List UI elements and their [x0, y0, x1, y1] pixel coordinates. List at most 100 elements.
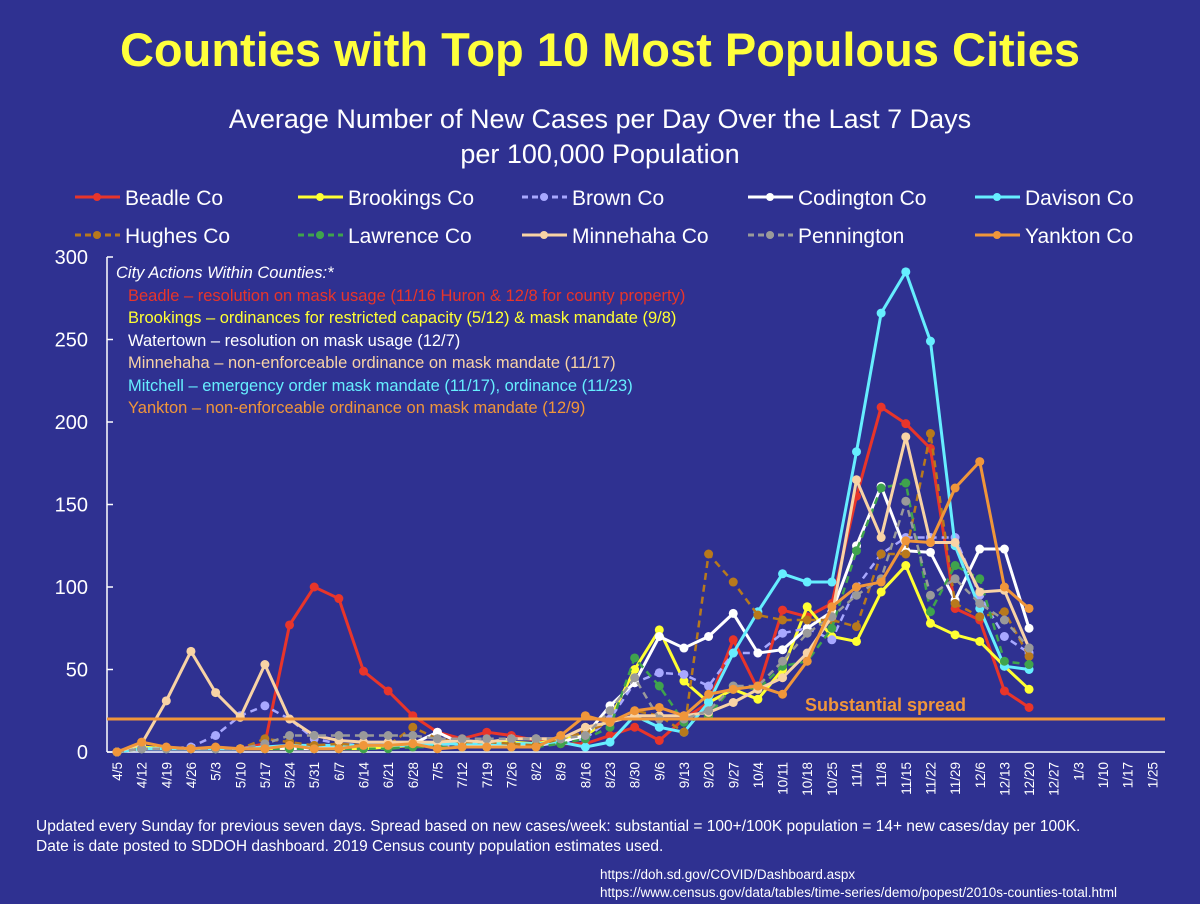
data-point: [999, 686, 1009, 696]
x-tick-label: 8/9: [554, 762, 569, 781]
data-point: [975, 574, 985, 584]
data-point: [309, 731, 319, 740]
legend-item: Pennington: [748, 225, 904, 248]
data-point: [852, 636, 861, 646]
data-point: [408, 722, 418, 732]
data-point: [654, 735, 664, 745]
x-tick-label: 5/3: [209, 762, 224, 781]
data-point: [679, 669, 689, 679]
series-line: [116, 435, 1031, 754]
data-point: [334, 594, 344, 604]
city-actions-annotation: City Actions Within Counties:* Beadle – …: [116, 262, 685, 420]
data-point: [950, 483, 960, 493]
x-tick-label: 4/19: [159, 762, 174, 788]
footer-line-2: Date is date posted to SDDOH dashboard. …: [36, 838, 664, 855]
legend-marker: [93, 193, 101, 201]
data-point: [235, 744, 245, 754]
data-point: [630, 665, 640, 674]
legend-label: Brown Co: [572, 187, 664, 210]
data-point: [901, 478, 911, 488]
legend-item: Lawrence Co: [298, 225, 472, 248]
x-tick-label: 10/25: [825, 762, 840, 796]
data-point: [383, 740, 393, 750]
data-point: [260, 744, 270, 754]
data-point: [975, 544, 985, 554]
source-link-1[interactable]: https://doh.sd.gov/COVID/Dashboard.aspx: [600, 867, 856, 882]
annotation-yankton: Yankton – non-enforceable ordinance on m…: [128, 399, 586, 417]
legend-marker: [93, 231, 101, 239]
data-point: [383, 731, 393, 740]
x-tick-label: 5/17: [258, 762, 273, 788]
data-point: [802, 656, 812, 666]
annotation-watertown: Watertown – resolution on mask usage (12…: [128, 331, 461, 350]
chart-subtitle-line2: per 100,000 Population: [460, 139, 740, 169]
data-point: [309, 582, 319, 592]
data-point: [630, 653, 640, 663]
data-point: [876, 533, 886, 542]
data-point: [778, 656, 788, 666]
series-brown-co: [112, 533, 1034, 757]
data-point: [975, 636, 985, 646]
source-link-2[interactable]: https://www.census.gov/data/tables/time-…: [600, 885, 1118, 900]
x-tick-label: 6/28: [406, 762, 421, 788]
data-point: [1024, 643, 1034, 653]
legend-item: Brown Co: [522, 187, 664, 210]
data-point: [580, 722, 590, 732]
data-point: [679, 727, 689, 737]
data-point: [285, 620, 295, 630]
annotation-brookings: Brookings – ordinances for restricted ca…: [128, 309, 677, 327]
x-tick-label: 9/27: [726, 762, 741, 788]
data-point: [704, 698, 714, 707]
legend-item: Yankton Co: [975, 225, 1133, 248]
data-point: [556, 731, 566, 740]
data-point: [778, 673, 788, 683]
x-tick-label: 5/31: [307, 762, 322, 788]
data-point: [999, 607, 1009, 617]
legend-label: Codington Co: [798, 187, 926, 210]
y-tick-label: 50: [66, 660, 88, 682]
data-point: [137, 744, 147, 754]
y-tick-label: 300: [55, 247, 88, 269]
legend-label: Minnehaha Co: [572, 225, 709, 248]
data-point: [728, 577, 738, 587]
data-point: [901, 549, 911, 559]
y-tick-label: 150: [55, 495, 88, 517]
data-point: [704, 681, 714, 691]
x-tick-label: 12/6: [973, 762, 988, 788]
data-point: [901, 432, 911, 442]
x-tick-label: 11/29: [948, 762, 963, 795]
data-point: [852, 622, 861, 632]
data-point: [925, 607, 935, 617]
x-tick-label: 7/12: [455, 762, 470, 788]
data-point: [950, 599, 960, 608]
data-point: [950, 561, 960, 571]
x-tick-label: 11/1: [850, 762, 865, 787]
legend-marker: [316, 193, 324, 201]
data-point: [778, 605, 788, 615]
data-point: [778, 615, 788, 625]
data-point: [925, 429, 935, 439]
data-point: [901, 496, 911, 506]
data-point: [852, 546, 861, 556]
data-point: [827, 577, 837, 587]
chart-title: Counties with Top 10 Most Populous Citie…: [119, 23, 1081, 76]
data-point: [975, 587, 985, 597]
x-tick-label: 4/26: [184, 762, 199, 788]
data-point: [506, 742, 516, 752]
legend-item: Minnehaha Co: [522, 225, 709, 248]
x-tick-label: 1/25: [1145, 762, 1160, 788]
data-point: [728, 648, 738, 658]
x-tick-label: 8/2: [529, 762, 544, 781]
data-point: [778, 569, 788, 579]
data-point: [482, 742, 492, 752]
data-point: [654, 681, 664, 691]
data-point: [457, 734, 467, 744]
y-tick-label: 250: [55, 330, 88, 352]
data-point: [408, 739, 418, 749]
data-point: [1024, 660, 1034, 670]
data-point: [876, 308, 886, 318]
data-point: [457, 742, 467, 752]
data-point: [309, 744, 319, 754]
x-tick-label: 8/30: [628, 762, 643, 788]
